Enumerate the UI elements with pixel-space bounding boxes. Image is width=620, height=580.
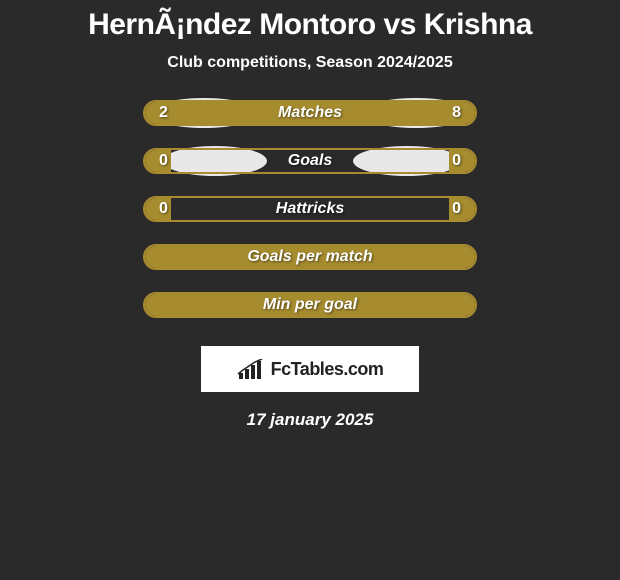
stat-bar: 2 8 Matches — [143, 100, 477, 126]
stat-label: Matches — [278, 104, 342, 122]
logo-text: FcTables.com — [271, 359, 384, 380]
stat-label: Goals per match — [247, 248, 372, 266]
stat-fill-left — [145, 102, 211, 124]
stat-bar: 0 0 Hattricks — [143, 196, 477, 222]
stat-bar: Min per goal — [143, 292, 477, 318]
stat-row: 2 8 Matches — [143, 100, 477, 126]
stat-bar: Goals per match — [143, 244, 477, 270]
stat-label: Hattricks — [276, 200, 344, 218]
stat-value-left: 0 — [159, 152, 168, 170]
stat-label: Goals — [288, 152, 332, 170]
stat-value-left: 2 — [159, 104, 168, 122]
stat-row: 0 0 Hattricks — [143, 196, 477, 222]
stat-row: Min per goal — [143, 292, 477, 318]
stat-row: Goals per match — [143, 244, 477, 270]
subtitle: Club competitions, Season 2024/2025 — [167, 54, 452, 72]
stat-row: 0 0 Goals — [143, 148, 477, 174]
stat-value-right: 0 — [452, 200, 461, 218]
stat-value-right: 8 — [452, 104, 461, 122]
logo-box: FcTables.com — [201, 346, 419, 392]
chart-icon — [237, 359, 265, 379]
date-text: 17 january 2025 — [247, 410, 374, 430]
stat-fill-right — [211, 102, 475, 124]
stat-value-left: 0 — [159, 200, 168, 218]
stat-bar: 0 0 Goals — [143, 148, 477, 174]
stat-label: Min per goal — [263, 296, 357, 314]
page-title: HernÃ¡ndez Montoro vs Krishna — [88, 8, 532, 42]
stat-value-right: 0 — [452, 152, 461, 170]
